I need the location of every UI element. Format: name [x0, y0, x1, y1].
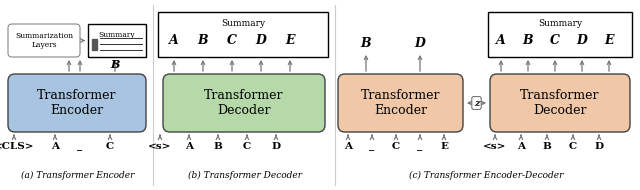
Text: B: B [110, 59, 120, 70]
Text: Summarization
Layers: Summarization Layers [15, 32, 73, 49]
Text: Transformer
Decoder: Transformer Decoder [204, 89, 284, 117]
Text: _: _ [369, 142, 374, 151]
Text: <s>: <s> [148, 142, 172, 151]
Text: Transformer
Encoder: Transformer Encoder [361, 89, 440, 117]
Text: A: A [496, 33, 506, 47]
Bar [92, 39, 97, 44]
Text: B: B [543, 142, 552, 151]
Text: B: B [198, 33, 208, 47]
Text: E: E [440, 142, 448, 151]
Text: (a) Transformer Encoder: (a) Transformer Encoder [21, 171, 134, 180]
Text: B: B [214, 142, 223, 151]
Text: C: C [569, 142, 577, 151]
Text: (b) Transformer Decoder: (b) Transformer Decoder [188, 171, 302, 180]
Text: C: C [392, 142, 400, 151]
FancyBboxPatch shape [8, 74, 146, 132]
FancyBboxPatch shape [163, 74, 325, 132]
Text: B: B [361, 37, 371, 50]
Text: Summary: Summary [221, 19, 265, 28]
Text: C: C [227, 33, 237, 47]
Text: D: D [255, 33, 266, 47]
FancyBboxPatch shape [490, 74, 630, 132]
Text: C: C [243, 142, 251, 151]
FancyBboxPatch shape [338, 74, 463, 132]
Text: <CLS>: <CLS> [0, 142, 35, 151]
Text: _: _ [417, 142, 422, 151]
Text: A: A [344, 142, 352, 151]
Text: <s>: <s> [483, 142, 507, 151]
Text: Transformer
Decoder: Transformer Decoder [520, 89, 600, 117]
Bar [488, 12, 632, 57]
Text: D: D [415, 37, 426, 50]
Text: _: _ [77, 142, 83, 151]
Text: C: C [550, 33, 560, 47]
Bar [88, 24, 146, 57]
Bar [158, 12, 328, 57]
Text: A: A [51, 142, 59, 151]
Bar [92, 45, 97, 50]
Text: (c) Transformer Encoder-Decoder: (c) Transformer Encoder-Decoder [409, 171, 563, 180]
Text: E: E [285, 33, 295, 47]
Text: z: z [474, 98, 479, 108]
Text: D: D [595, 142, 604, 151]
Text: A: A [517, 142, 525, 151]
FancyBboxPatch shape [8, 24, 80, 57]
Text: Summary: Summary [99, 31, 135, 39]
Text: E: E [604, 33, 614, 47]
Text: C: C [106, 142, 114, 151]
Text: A: A [185, 142, 193, 151]
Text: Transformer
Encoder: Transformer Encoder [37, 89, 116, 117]
Text: B: B [523, 33, 533, 47]
Text: Summary: Summary [538, 19, 582, 28]
Text: D: D [577, 33, 588, 47]
Text: A: A [169, 33, 179, 47]
Text: D: D [271, 142, 280, 151]
